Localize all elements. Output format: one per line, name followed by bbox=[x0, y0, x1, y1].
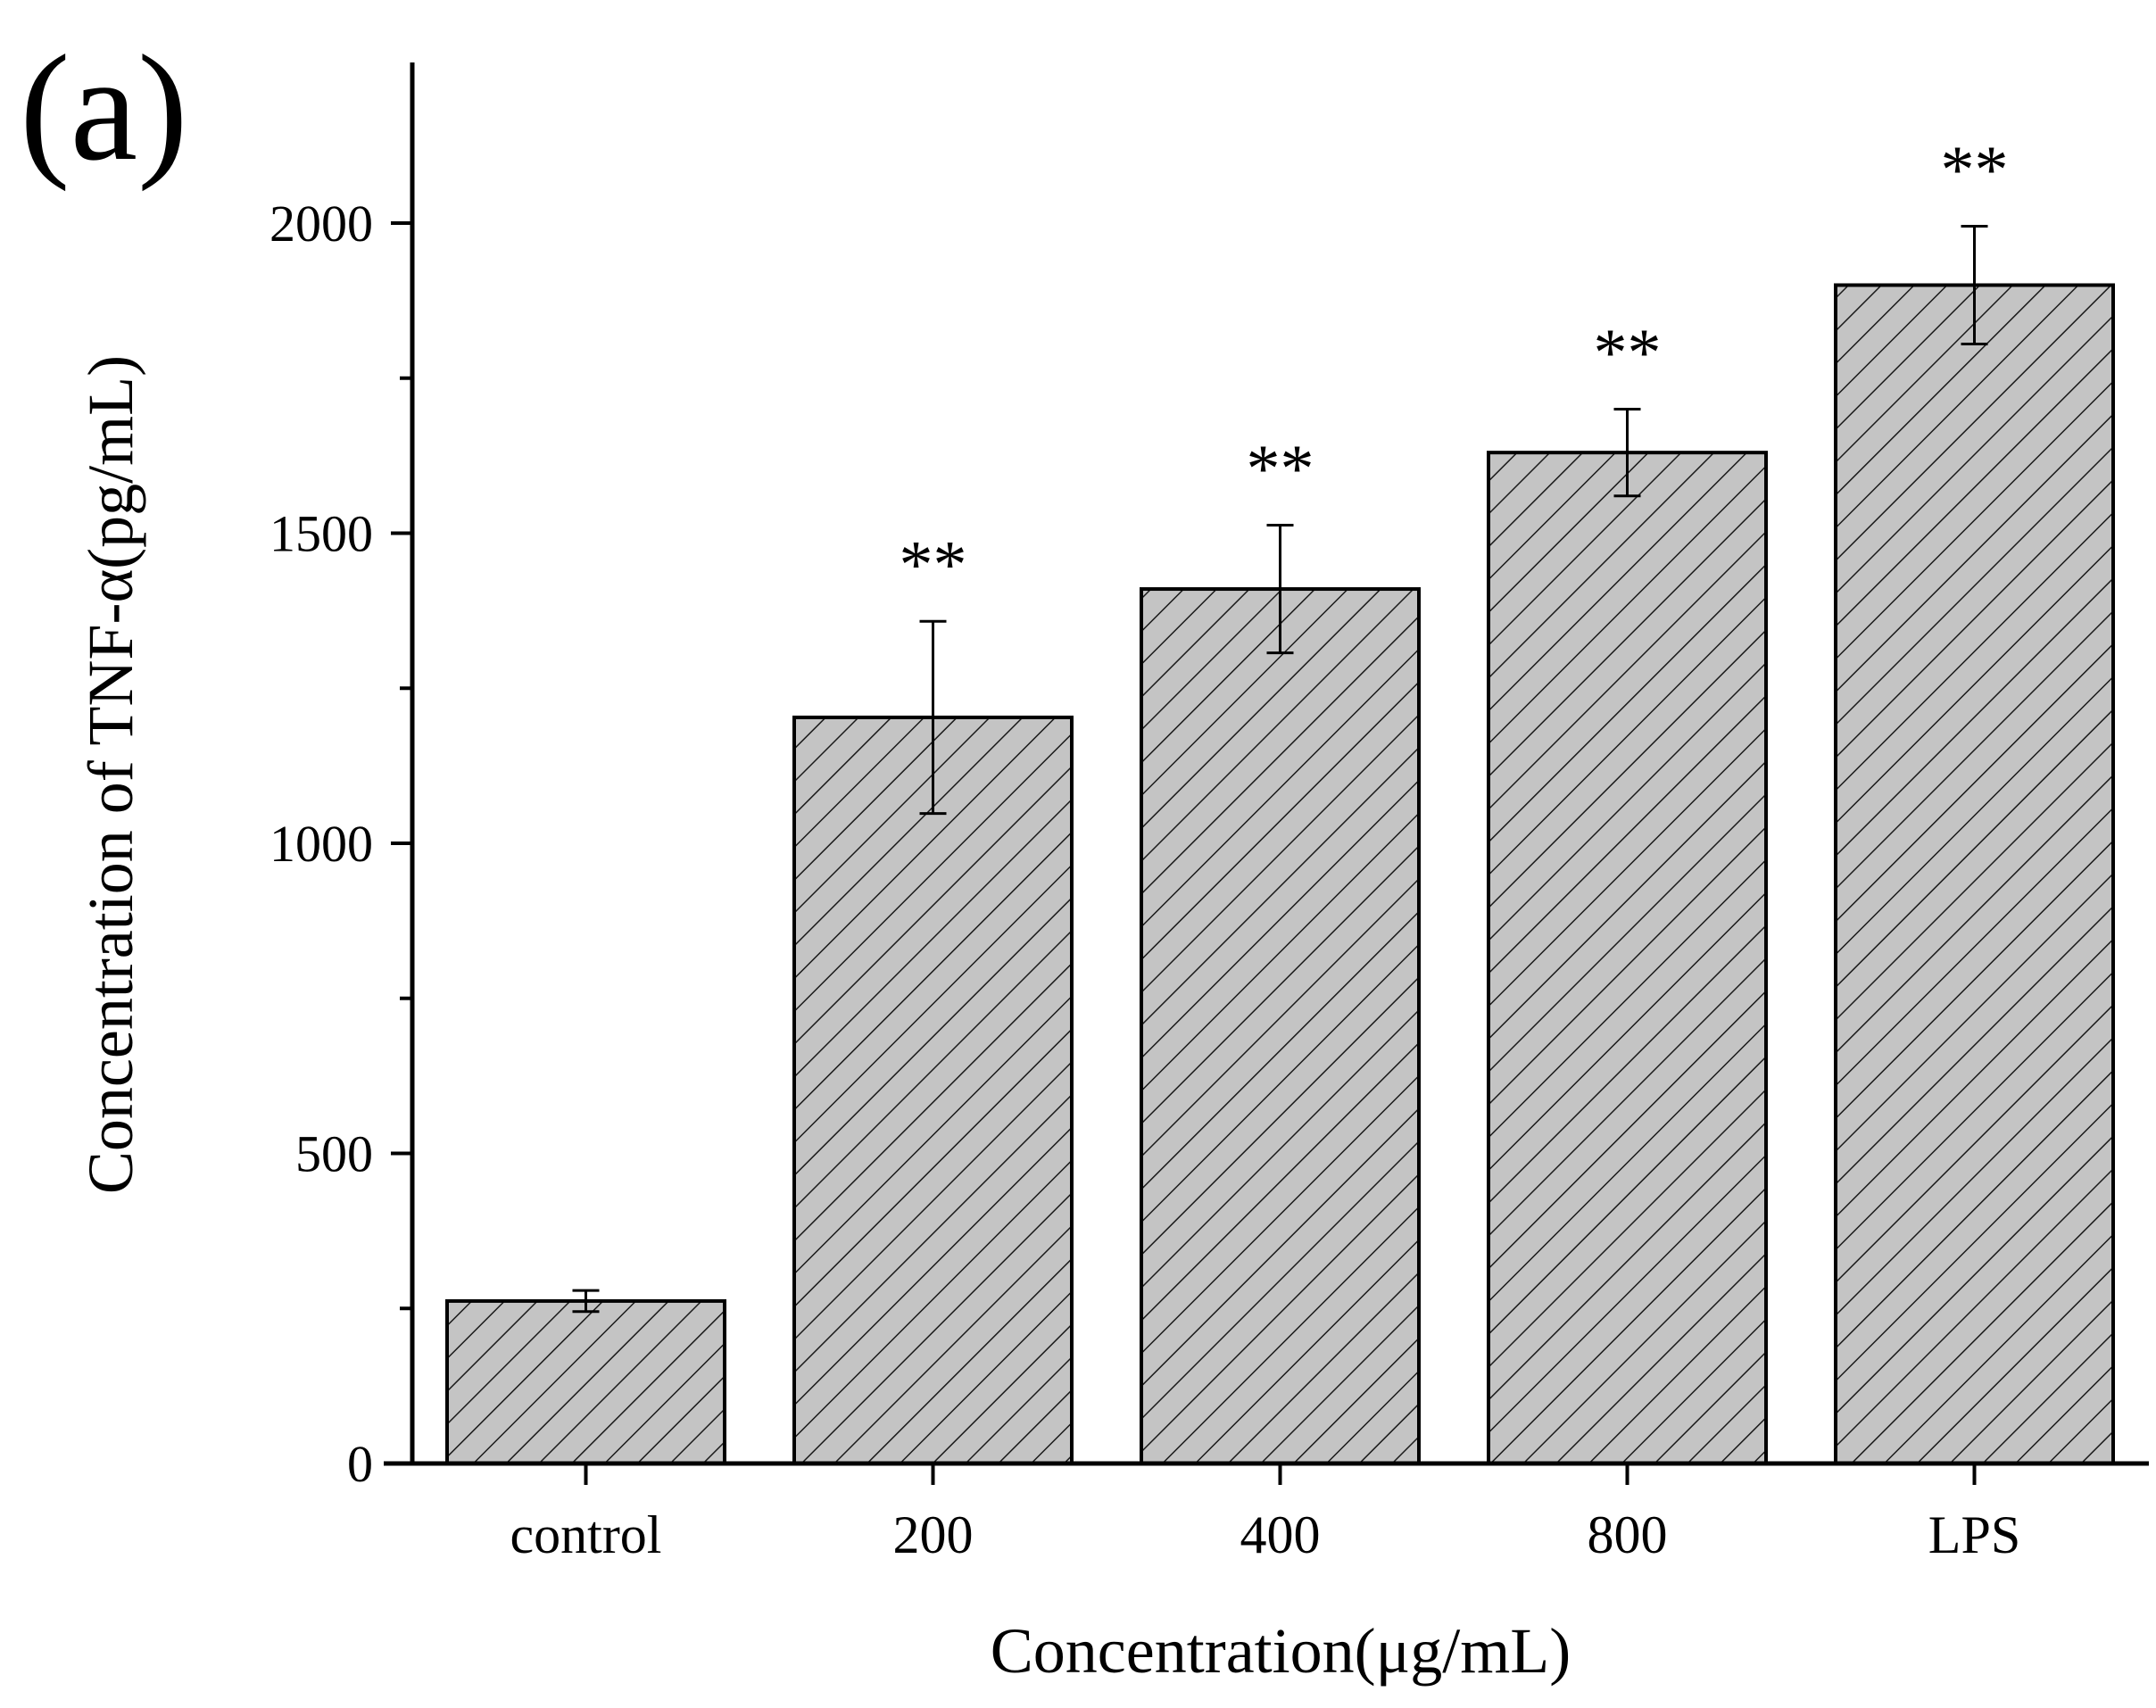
bar-200 bbox=[792, 715, 1074, 1465]
bar-400 bbox=[1140, 587, 1421, 1465]
significance-marker: ** bbox=[1247, 431, 1314, 506]
bars-layer: ** ** ** ** bbox=[445, 132, 2115, 1466]
bar-800 bbox=[1487, 451, 1768, 1465]
panel-label: (a) bbox=[20, 24, 188, 192]
significance-marker: ** bbox=[1594, 316, 1662, 391]
bar-control bbox=[445, 1298, 726, 1466]
bar-LPS bbox=[1834, 283, 2115, 1465]
y-tick-label: 2000 bbox=[270, 195, 373, 253]
x-tick-label: 800 bbox=[1588, 1505, 1668, 1564]
x-tick-label: control bbox=[510, 1505, 662, 1564]
x-ticks-layer: control 200 400 800 LPS bbox=[510, 1463, 2020, 1564]
x-tick-label: 400 bbox=[1240, 1505, 1321, 1564]
y-ticks-layer: 0 500 1000 1500 2000 bbox=[270, 195, 412, 1493]
y-tick-label: 0 bbox=[347, 1435, 373, 1493]
x-axis-title: Concentration(μg/mL) bbox=[991, 1615, 1571, 1687]
y-tick-label: 500 bbox=[295, 1125, 373, 1183]
y-tick-label: 1000 bbox=[270, 815, 373, 873]
y-axis-title: Concentration of TNF-α(pg/mL) bbox=[75, 355, 146, 1194]
significance-marker: ** bbox=[1941, 132, 2009, 207]
x-tick-label: LPS bbox=[1928, 1505, 2020, 1564]
y-tick-label: 1500 bbox=[270, 505, 373, 563]
x-tick-label: 200 bbox=[893, 1505, 974, 1564]
significance-marker: ** bbox=[900, 527, 967, 602]
